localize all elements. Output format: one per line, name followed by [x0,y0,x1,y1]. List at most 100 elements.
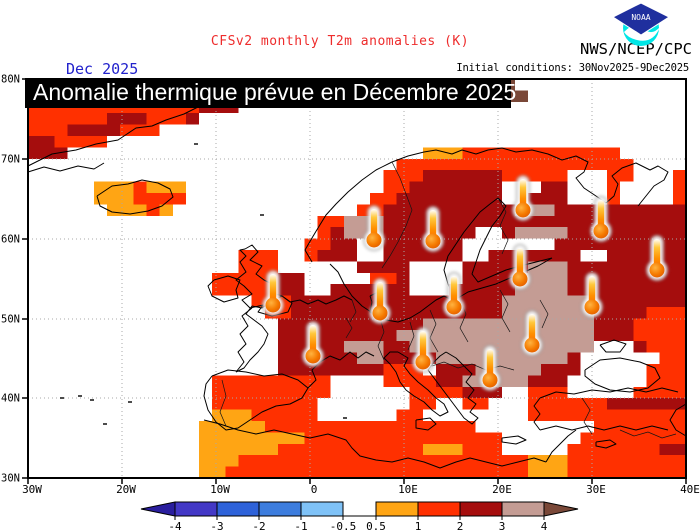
map-cell [462,443,476,456]
map-cell [567,364,581,376]
map-cell [409,432,423,444]
map-cell [396,455,410,467]
map-cell [620,432,634,444]
map-cell [501,364,515,376]
map-cell [607,227,621,239]
map-cell [672,272,686,285]
map-cell [672,421,686,433]
map-cell [330,443,344,456]
map-cell [501,318,515,330]
map-cell [488,386,502,399]
map-cell [172,193,186,205]
map-cell [396,193,410,205]
map-cell [554,227,568,239]
coastline [415,417,437,431]
colorbar-segment [216,501,260,517]
map-cell [278,352,292,364]
map-cell [317,215,331,228]
map-cell [317,329,331,342]
lat-label: 40N [1,393,20,405]
map-cell [607,215,621,228]
map-cell [106,124,121,136]
map-cell [528,215,542,228]
colorbar-label: -3 [210,520,223,532]
lon-label: 20W [116,483,136,496]
map-cell [475,307,489,319]
map-cell [383,329,397,342]
map-cell [238,466,252,478]
map-cell [106,181,121,193]
map-cell [422,147,436,159]
map-cell [580,466,594,478]
map-cell [567,329,581,342]
map-cell [646,227,660,239]
map-cell [462,386,476,399]
map-cell [251,284,265,296]
map-cell [672,261,686,273]
map-cell [607,421,621,433]
map-cell [672,329,686,342]
map-cell [593,455,608,467]
map-cell [514,295,529,307]
map-cell [343,215,357,228]
map-cell [607,238,621,250]
map-cell [199,466,213,478]
map-cell [409,409,423,421]
map-cell [343,443,357,456]
map-cell [488,318,502,330]
map-cell [488,193,502,205]
map-cell [462,170,476,182]
lon-label: 0 [311,483,318,496]
map-cell [633,204,647,216]
map-cell [593,466,608,478]
map-cell [554,466,568,478]
map-cell [501,261,515,273]
map-cell [554,215,568,228]
map-cell [159,204,173,216]
colorbar-label: 1 [415,520,422,532]
map-cell [370,466,384,478]
map-cell [343,364,357,376]
map-cell [383,466,397,478]
map-cell [330,250,344,262]
map-cell [462,375,476,387]
map-cell [646,432,660,444]
map-cell [278,421,292,433]
map-cell [475,284,489,296]
map-cell [212,466,226,478]
map-cell [93,136,107,148]
map-cell [93,193,107,205]
map-cell [106,204,121,216]
map-cell [212,432,226,444]
map-cell [409,204,423,216]
map-cell [396,284,410,296]
border-line [499,289,511,333]
map-cell [514,90,529,102]
map-cell [422,432,436,444]
map-cell [646,295,660,307]
map-cell [343,432,357,444]
map-cell [462,364,476,376]
map-cell [435,295,450,307]
map-cell [330,215,344,228]
map-cell [357,443,371,456]
map-cell [370,455,384,467]
map-cell [633,227,647,239]
map-cell [554,250,568,262]
map-cell [54,113,68,125]
map-cell [409,443,423,456]
coastline [457,257,553,299]
map-cell [291,307,305,319]
map-cell [383,432,397,444]
map-cell [620,238,634,250]
map-cell [449,227,463,239]
colorbar-segment [501,501,545,517]
map-cell [659,432,673,444]
map-cell [133,124,147,136]
map-cell [488,307,502,319]
map-cell [593,238,608,250]
map-cell [633,250,647,262]
map-cell [278,295,292,307]
map-cell [633,329,647,342]
